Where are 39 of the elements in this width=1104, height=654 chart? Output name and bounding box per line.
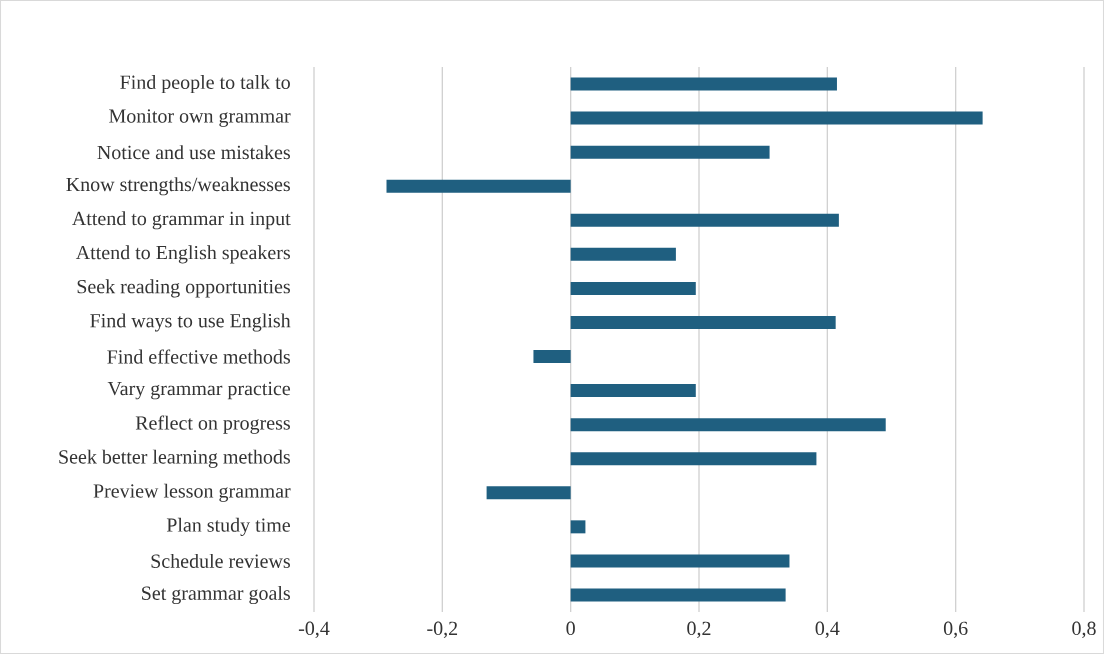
bar	[386, 179, 571, 193]
bar	[570, 247, 676, 261]
bar	[533, 350, 571, 364]
bar	[570, 315, 836, 329]
y-tick-label: Find effective methods	[107, 349, 290, 364]
bar	[570, 281, 696, 295]
y-tick-label: Find ways to use English	[90, 313, 291, 332]
y-tick-label: Find people to talk to	[120, 74, 290, 94]
bar	[570, 418, 886, 432]
y-tick-label: Schedule reviews	[151, 553, 290, 568]
x-tick-label: 0	[566, 621, 575, 636]
bar	[570, 111, 983, 125]
y-tick-label: Seek reading opportunities	[77, 279, 290, 298]
x-tick-label: 0,8	[1072, 621, 1096, 638]
y-tick-label: Monitor own grammar	[109, 109, 291, 127]
y-tick-label: Preview lesson grammar	[93, 483, 291, 502]
bar	[486, 486, 571, 500]
y-tick-label: Reflect on progress	[135, 415, 290, 434]
x-tick-label: 0,4	[815, 621, 840, 638]
x-tick-label: 0,2	[687, 621, 711, 638]
bar	[570, 213, 839, 227]
y-tick-label: Attend to grammar in input	[72, 211, 291, 230]
bar	[570, 520, 586, 534]
bar	[570, 77, 837, 91]
bar	[570, 554, 790, 568]
bar	[570, 452, 817, 466]
bar	[570, 588, 786, 602]
x-tick-label: -0,2	[427, 621, 458, 638]
y-tick-label: Attend to English speakers	[75, 245, 290, 264]
bar	[570, 145, 770, 159]
y-tick-label: Set grammar goals	[142, 585, 290, 605]
y-tick-label: Know strengths/weaknesses	[66, 177, 290, 196]
y-tick-label: Plan study time	[166, 517, 290, 536]
y-tick-label: Notice and use mistakes	[97, 145, 290, 160]
bar	[570, 384, 696, 398]
x-tick-label: 0,6	[943, 621, 968, 638]
y-tick-label: Seek better learning methods	[59, 449, 290, 468]
y-tick-label: Vary grammar practice	[107, 381, 291, 400]
x-tick-label: -0,4	[298, 621, 330, 638]
